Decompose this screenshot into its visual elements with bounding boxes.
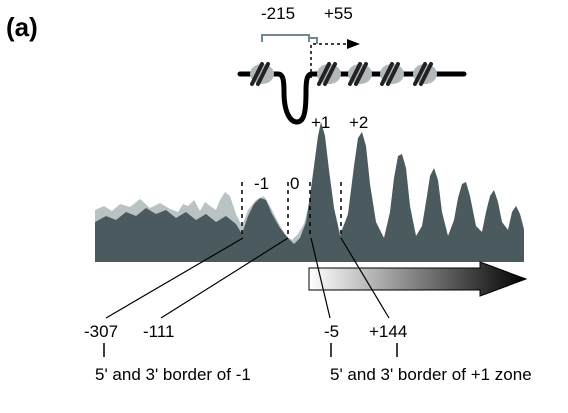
nucleosome-bead [413, 62, 437, 86]
dna-strand [237, 71, 467, 125]
nucleosome-label-zero: 0 [290, 174, 299, 193]
position-label-m307: -307 [84, 322, 118, 341]
tss-label: +55 [324, 4, 353, 23]
tss-arrow [310, 39, 360, 78]
nucleosome-bead [348, 62, 372, 86]
position-label-m111: -111 [143, 322, 175, 341]
promoter-bracket: -215 +55 [261, 4, 353, 44]
panel-label: (a) [6, 12, 38, 42]
promoter-bracket-label: -215 [261, 4, 295, 23]
caption-right: 5' and 3' border of +1 zone [330, 365, 532, 384]
nucleosome-bead [250, 62, 274, 86]
nucleosome-label-plus2: +2 [349, 113, 368, 132]
occupancy-profile [95, 122, 524, 262]
caption-left: 5' and 3' border of -1 [95, 365, 251, 384]
nucleosome-bead [317, 62, 341, 86]
position-label-p144: +144 [369, 322, 407, 341]
label-ticks [103, 343, 398, 357]
nucleosome-label-minus1: -1 [254, 174, 269, 193]
gradient-arrow [308, 261, 528, 297]
nucleosome-bead [380, 62, 404, 86]
dark-profile [95, 122, 524, 262]
nucleosome-beads [250, 62, 437, 86]
position-label-m5: -5 [324, 322, 339, 341]
leader-lines [105, 237, 390, 319]
dashed-boundaries [241, 182, 342, 238]
nucleosome-label-plus1: +1 [311, 113, 330, 132]
